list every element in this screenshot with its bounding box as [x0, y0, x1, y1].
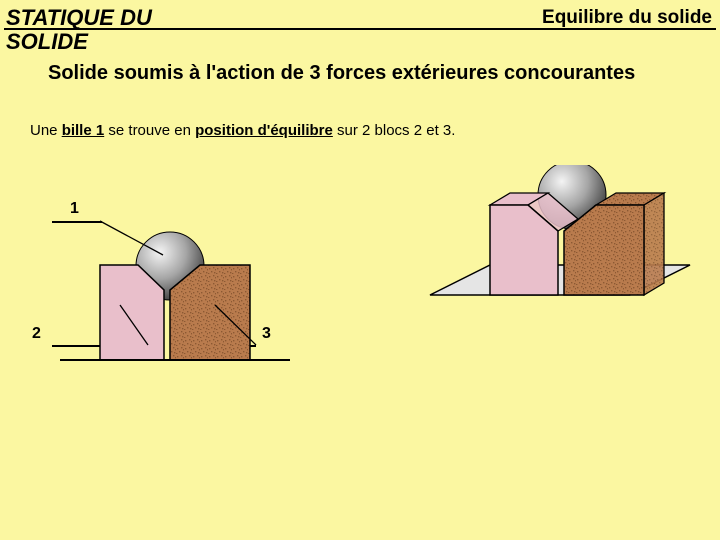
diagram-right [400, 165, 700, 365]
title-right: Equilibre du solide [542, 6, 712, 54]
header-row: STATIQUE DU SOLIDE Equilibre du solide [0, 6, 720, 54]
diagram-left [40, 210, 300, 390]
title-left: STATIQUE DU SOLIDE [6, 6, 226, 54]
subtitle: Solide soumis à l'action de 3 forces ext… [48, 62, 700, 85]
header-rule [4, 28, 716, 30]
body-text: Une bille 1 se trouve en position d'équi… [30, 122, 690, 139]
